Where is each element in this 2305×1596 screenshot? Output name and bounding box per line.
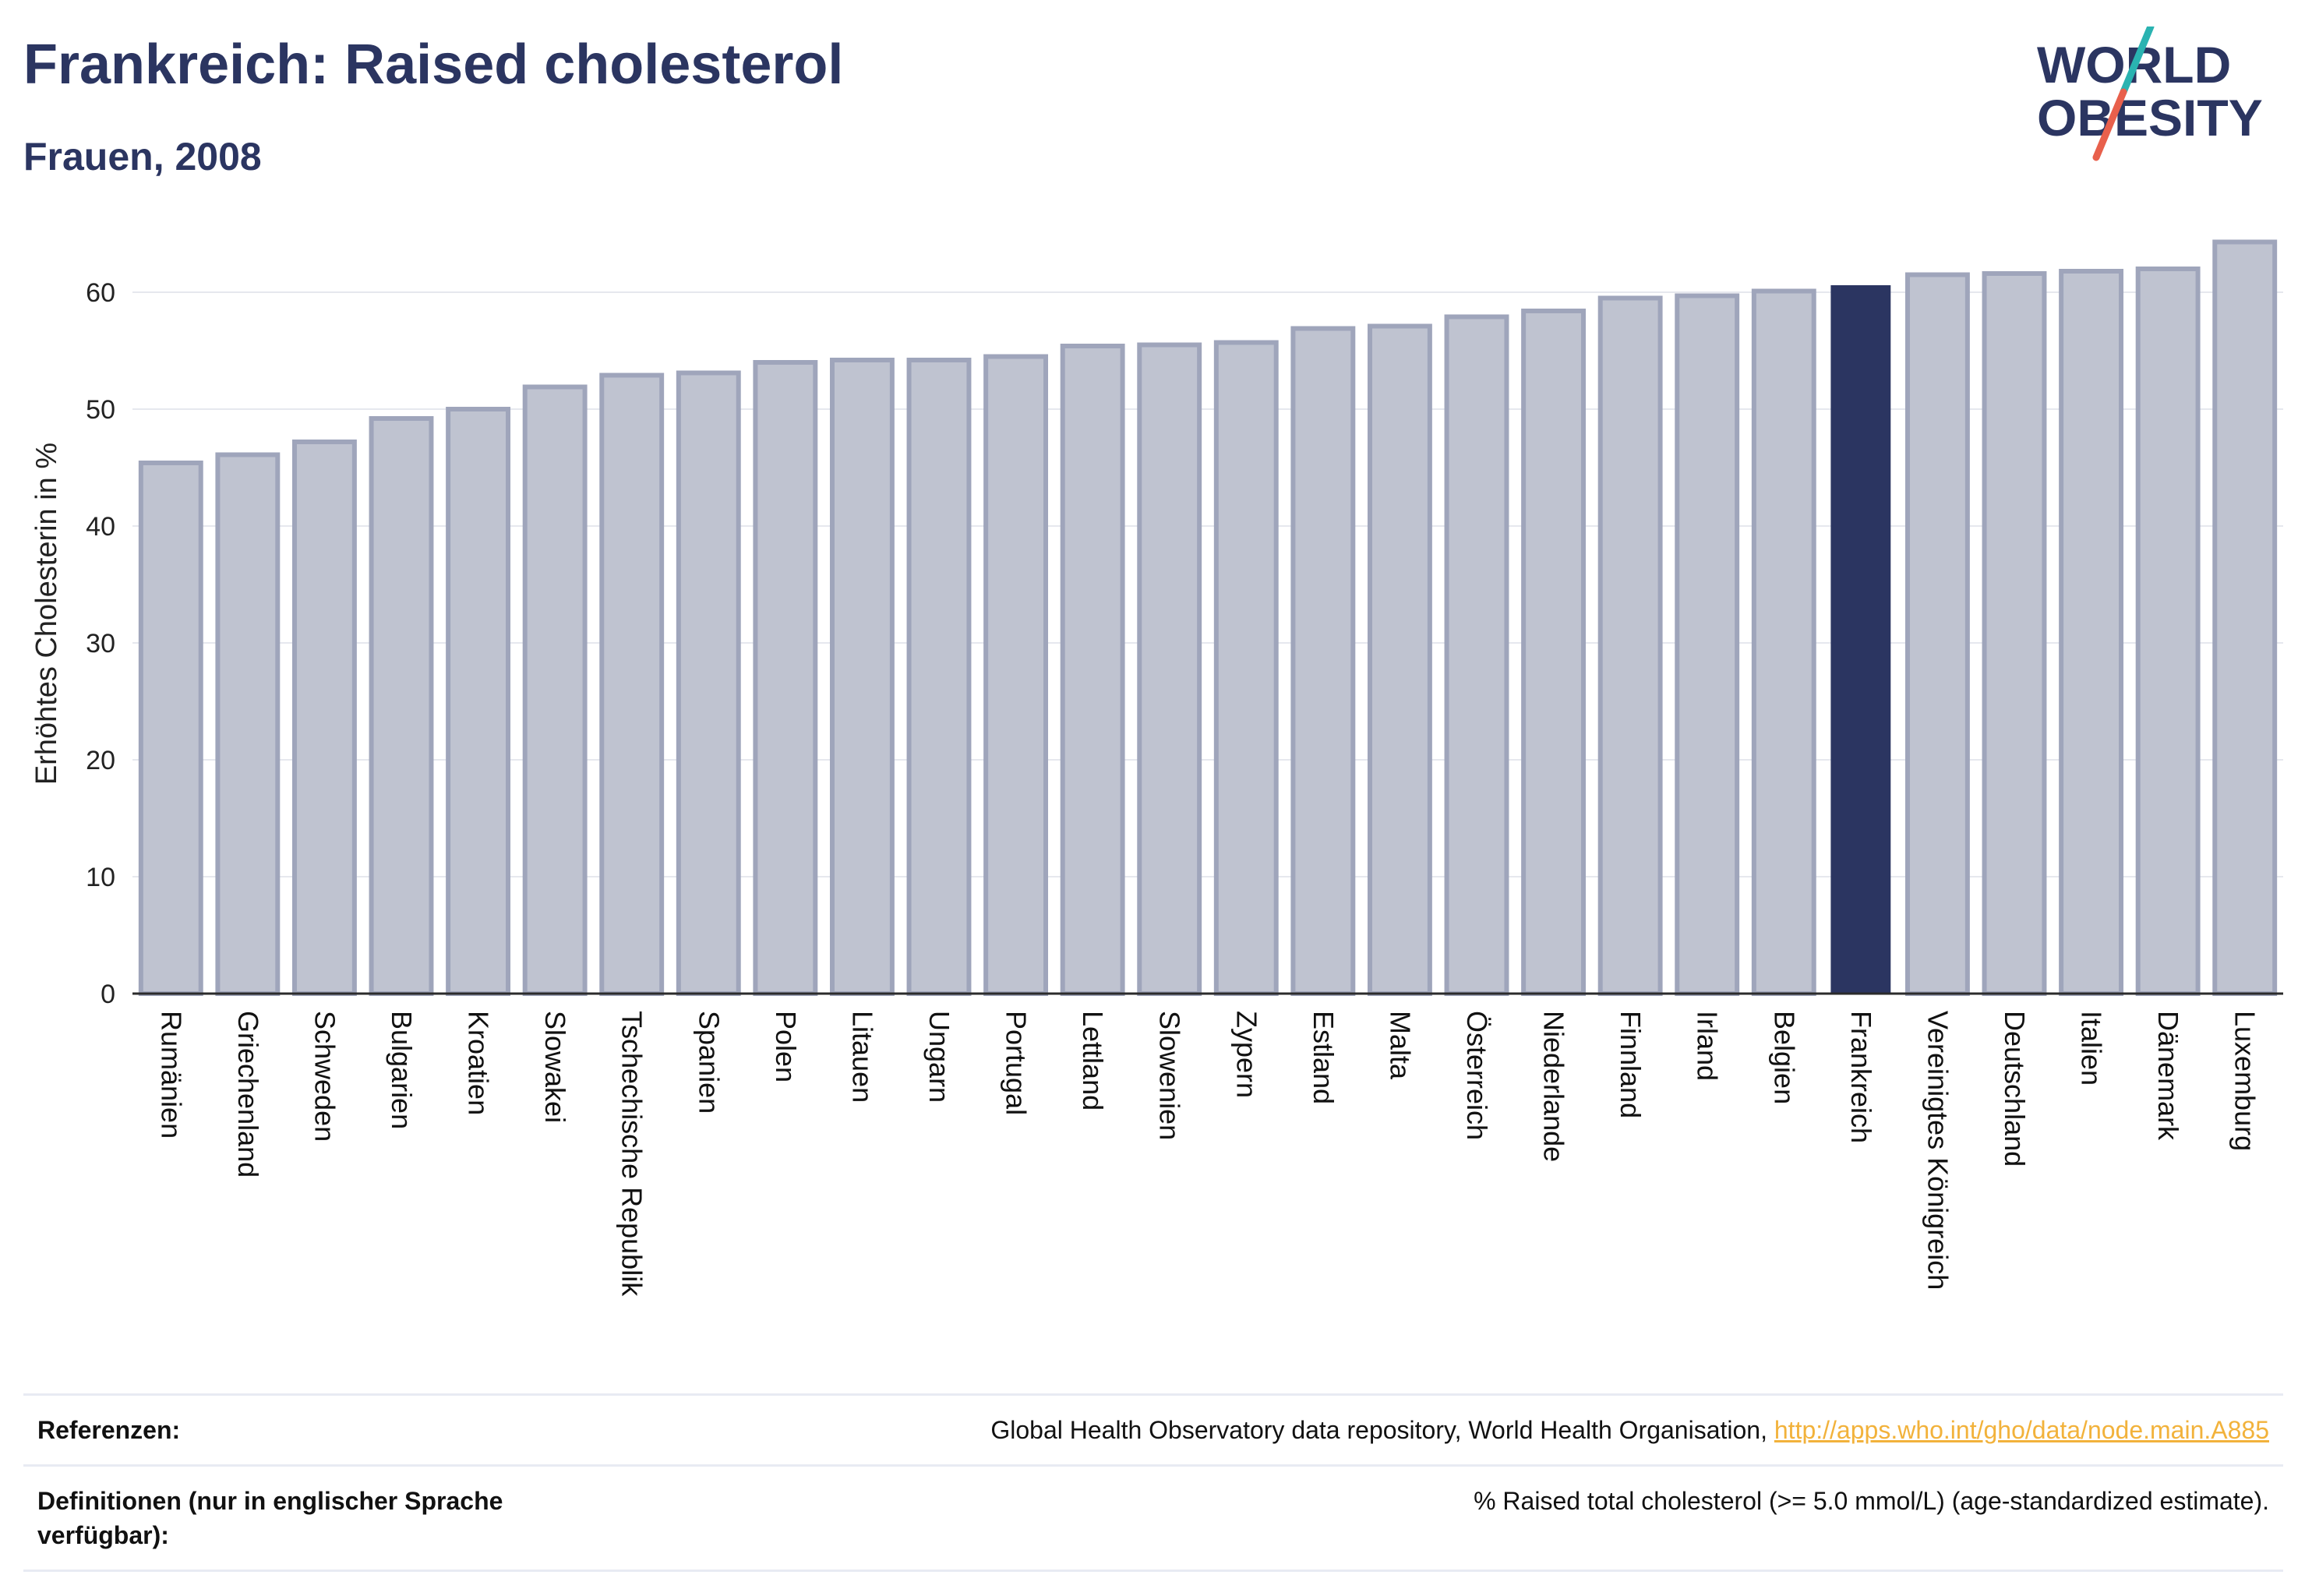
- bar: [1137, 342, 1202, 996]
- logo-slash-teal: [2120, 26, 2155, 96]
- definitions-row: Definitionen (nur in englischer Sprache …: [23, 1464, 2283, 1572]
- x-tick-label: Slowenien: [1154, 1011, 1186, 1140]
- x-tick-label: Irland: [1692, 1011, 1724, 1081]
- y-tick-label: 50: [86, 395, 115, 425]
- bar: [369, 416, 434, 996]
- chart-subtitle: Frauen, 2008: [23, 135, 262, 178]
- x-tick-label: Spanien: [693, 1011, 725, 1114]
- bar-chart: 0 10 20 30 40 50 60 Erhöhtes Cholesterin in % Ru…: [30, 239, 2283, 1297]
- y-tick-label: 40: [86, 512, 115, 542]
- y-tick-label: 0: [101, 980, 115, 1009]
- bar: [291, 440, 357, 996]
- bar: [215, 452, 281, 996]
- x-tick-label: Frankreich: [1845, 1011, 1877, 1143]
- bar: [2212, 239, 2278, 996]
- bar: [1367, 323, 1432, 996]
- bar: [138, 461, 203, 996]
- x-tick-label: Ungarn: [923, 1011, 955, 1103]
- bar: [1444, 314, 1509, 996]
- bar: [676, 370, 741, 996]
- x-tick-label: Österreich: [1461, 1011, 1493, 1140]
- x-tick-label: Kroatien: [463, 1011, 495, 1115]
- chart-title: Frankreich: Raised cholesterol: [23, 34, 844, 96]
- references-value: Global Health Observatory data repositor…: [990, 1413, 2269, 1447]
- who-data-link[interactable]: http://apps.who.int/gho/data/node.main.A…: [1774, 1416, 2269, 1444]
- x-tick-label: Lettland: [1077, 1011, 1109, 1110]
- world-obesity-logo: WORLD OBESITY: [2037, 26, 2263, 161]
- x-tick-label: Luxemburg: [2229, 1011, 2261, 1151]
- y-tick-label: 20: [86, 746, 115, 775]
- y-tick-label: 30: [86, 629, 115, 659]
- bar-highlighted: [1830, 285, 1891, 994]
- bar: [2135, 267, 2201, 996]
- definitions-value: % Raised total cholesterol (>= 5.0 mmol/…: [1474, 1487, 2269, 1515]
- x-tick-label: Portugal: [1001, 1011, 1032, 1115]
- bar: [2059, 269, 2124, 996]
- references-table: Referenzen: Global Health Observatory da…: [23, 1393, 2283, 1572]
- bar: [599, 373, 665, 996]
- references-label: Referenzen:: [37, 1416, 181, 1444]
- bar: [1597, 295, 1663, 996]
- x-tick-label: Slowakei: [539, 1011, 571, 1123]
- x-tick-label: Niederlande: [1538, 1011, 1570, 1162]
- references-text: Global Health Observatory data repositor…: [990, 1416, 1774, 1444]
- bar: [1213, 340, 1279, 996]
- bar: [1290, 326, 1356, 996]
- x-tick-label: Schweden: [309, 1011, 341, 1142]
- y-tick-label: 10: [86, 863, 115, 892]
- bar: [1982, 271, 2047, 996]
- x-tick-label: Italien: [2076, 1011, 2108, 1086]
- x-tick-label: Zypern: [1230, 1011, 1262, 1098]
- x-tick-label: Dänemark: [2152, 1011, 2184, 1141]
- y-axis-title: Erhöhtes Cholesterin in %: [30, 443, 63, 785]
- bar: [1060, 344, 1125, 996]
- x-tick-label: Bulgarien: [386, 1011, 418, 1129]
- y-tick-label: 60: [86, 278, 115, 308]
- bar: [446, 407, 511, 996]
- bar: [1904, 272, 1970, 996]
- x-tick-label: Litauen: [846, 1011, 878, 1103]
- definitions-label: Definitionen (nur in englischer Sprache …: [37, 1487, 503, 1549]
- x-tick-label: Griechenland: [232, 1011, 264, 1178]
- bar: [1751, 288, 1816, 996]
- x-tick-label: Finnland: [1615, 1011, 1647, 1118]
- x-tick-label: Deutschland: [1999, 1011, 2031, 1167]
- bar: [906, 358, 972, 996]
- x-tick-label: Rumänien: [155, 1011, 187, 1139]
- x-tick-label: Belgien: [1768, 1011, 1800, 1104]
- bar: [983, 354, 1049, 996]
- x-tick-label: Polen: [770, 1011, 802, 1082]
- bar: [753, 360, 818, 996]
- logo-word-2: OBESITY: [2037, 89, 2263, 147]
- bar: [829, 358, 895, 996]
- x-tick-label: Vereinigtes Königreich: [1922, 1011, 1954, 1290]
- logo-slash-coral: [2092, 88, 2127, 161]
- bar: [1675, 293, 1740, 996]
- references-row: Referenzen: Global Health Observatory da…: [23, 1393, 2283, 1464]
- bar: [1521, 309, 1587, 996]
- x-tick-label: Tschechische Republik: [616, 1011, 648, 1297]
- x-tick-label: Malta: [1384, 1011, 1416, 1080]
- bar: [522, 384, 588, 996]
- x-tick-label: Estland: [1308, 1011, 1340, 1104]
